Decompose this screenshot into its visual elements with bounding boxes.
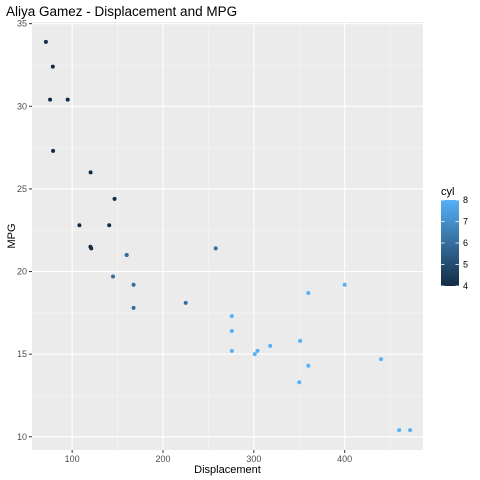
major-gridlines bbox=[32, 22, 423, 450]
y-tick-label: 15 bbox=[17, 349, 27, 359]
data-point bbox=[379, 357, 384, 362]
data-point bbox=[229, 348, 234, 353]
y-tick-label: 30 bbox=[17, 101, 27, 111]
minor-gridlines bbox=[32, 22, 423, 450]
plot-panel bbox=[32, 22, 423, 450]
data-point bbox=[89, 246, 94, 251]
data-point bbox=[131, 305, 136, 310]
data-point bbox=[112, 196, 117, 201]
data-point bbox=[124, 253, 129, 258]
x-tick-label: 300 bbox=[246, 454, 261, 464]
data-point bbox=[111, 274, 116, 279]
data-point bbox=[107, 223, 112, 228]
data-point bbox=[131, 282, 136, 287]
color-legend: cyl 4 5 6 7 8 bbox=[441, 186, 468, 291]
x-axis-title: Displacement bbox=[194, 464, 261, 476]
y-tick-label: 25 bbox=[17, 184, 27, 194]
legend-tick-label: 4 bbox=[463, 281, 468, 291]
legend-tick-label: 6 bbox=[463, 238, 468, 248]
data-point bbox=[88, 170, 93, 175]
y-tick-label: 20 bbox=[17, 267, 27, 277]
data-points bbox=[43, 39, 413, 433]
y-axis-title: MPG bbox=[6, 223, 18, 248]
data-point bbox=[51, 148, 56, 153]
data-point bbox=[298, 338, 303, 343]
data-point bbox=[255, 348, 260, 353]
x-tick-label: 100 bbox=[65, 454, 80, 464]
y-tick-label: 10 bbox=[17, 432, 27, 442]
legend-tick-label: 8 bbox=[463, 195, 468, 205]
y-tick-label: 35 bbox=[17, 19, 27, 29]
data-point bbox=[43, 39, 48, 44]
data-point bbox=[408, 428, 413, 433]
x-axis-ticks: 100 200 300 400 bbox=[65, 450, 352, 464]
data-point bbox=[229, 314, 234, 319]
chart-title: Aliya Gamez - Displacement and MPG bbox=[6, 4, 237, 19]
data-point bbox=[77, 223, 82, 228]
data-point bbox=[213, 246, 218, 251]
data-point bbox=[268, 343, 273, 348]
legend-ticks: 4 5 6 7 8 bbox=[441, 195, 468, 291]
legend-colorbar bbox=[441, 200, 459, 286]
data-point bbox=[65, 97, 70, 102]
data-point bbox=[50, 64, 55, 69]
data-point bbox=[306, 363, 311, 368]
data-point bbox=[397, 428, 402, 433]
data-point bbox=[252, 352, 257, 357]
data-point bbox=[306, 291, 311, 296]
x-tick-label: 200 bbox=[155, 454, 170, 464]
y-axis-ticks: 10 15 20 25 30 35 bbox=[17, 19, 32, 442]
data-point bbox=[48, 97, 53, 102]
data-point bbox=[297, 380, 302, 385]
data-point bbox=[229, 329, 234, 334]
legend-title: cyl bbox=[441, 186, 454, 198]
x-tick-label: 400 bbox=[337, 454, 352, 464]
legend-tick-label: 7 bbox=[463, 217, 468, 227]
legend-tick-label: 5 bbox=[463, 260, 468, 270]
data-point bbox=[342, 282, 347, 287]
data-point bbox=[183, 300, 188, 305]
